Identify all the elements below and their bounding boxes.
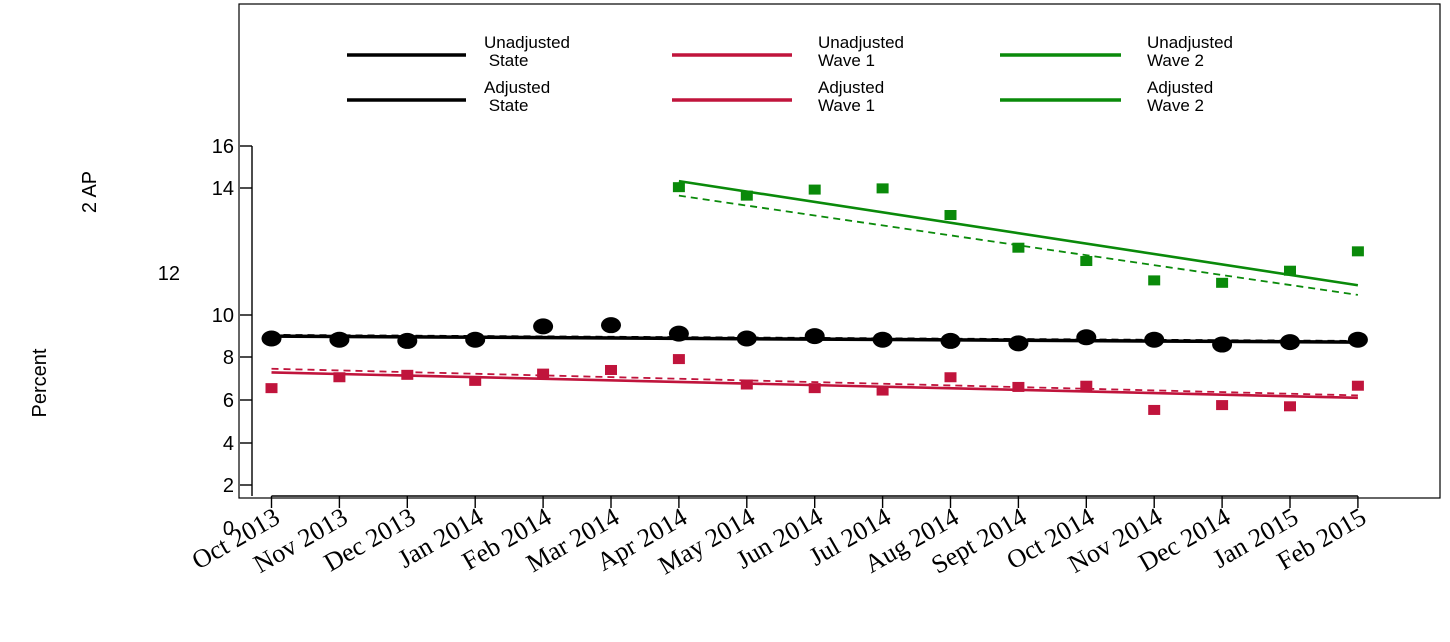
y-axis-label-bottom: Percent <box>29 348 51 417</box>
data-point <box>1284 265 1296 276</box>
data-point <box>1216 277 1229 288</box>
data-point <box>1351 246 1364 257</box>
data-point <box>804 328 825 345</box>
data-point <box>605 364 617 375</box>
data-point <box>1012 242 1025 253</box>
data-point <box>537 368 550 379</box>
y-axis-labels: 2 AP Percent <box>29 171 101 418</box>
data-point <box>808 383 821 394</box>
y-tick-label: 16 <box>212 136 234 158</box>
series-wave1 <box>265 354 1364 415</box>
data-point <box>808 184 821 195</box>
y-axis: 0 2 4 6 8 10 12 14 16 <box>158 136 253 540</box>
y-tick-label: 8 <box>223 347 234 369</box>
legend-label: Unadjusted State <box>484 33 570 70</box>
fit-line-adjusted-wave1 <box>271 367 1358 397</box>
data-point <box>872 331 893 348</box>
fit-line-unadjusted-wave2 <box>678 179 1359 287</box>
data-point <box>401 369 414 380</box>
legend: Unadjusted State Adjusted State Unadjusted… <box>347 33 1233 115</box>
data-point <box>1284 401 1296 412</box>
data-point <box>672 182 685 193</box>
data-point <box>1012 381 1025 392</box>
y-tick-label: 0 <box>223 518 234 540</box>
legend-label: Unadjusted Wave 2 <box>1147 33 1233 70</box>
y-tick-label: 4 <box>223 433 234 455</box>
data-point <box>1076 329 1097 346</box>
data-point <box>533 318 554 335</box>
legend-label: Adjusted State <box>484 78 550 115</box>
data-point <box>1212 336 1233 353</box>
data-point <box>465 331 486 348</box>
data-point <box>1347 331 1368 348</box>
y-tick-label: 2 <box>223 475 234 497</box>
data-point <box>397 332 418 349</box>
data-point <box>1080 380 1093 391</box>
data-point <box>944 372 957 383</box>
y-axis-label-top: 2 AP <box>79 171 101 213</box>
y-tick-label: 12 <box>158 263 180 285</box>
data-point <box>736 330 757 347</box>
data-point <box>1216 400 1229 411</box>
y-tick-label: 6 <box>223 390 234 412</box>
data-point <box>601 317 621 334</box>
data-point <box>1144 331 1165 348</box>
legend-label: Adjusted Wave 1 <box>818 78 884 115</box>
data-point <box>265 383 278 394</box>
series-wave2 <box>672 179 1364 296</box>
legend-label: Unadjusted Wave 1 <box>818 33 904 70</box>
series-state <box>261 317 1368 353</box>
data-point <box>876 385 889 396</box>
y-tick-label: 14 <box>212 178 234 200</box>
plot-frame <box>238 3 1441 499</box>
fit-line-adjusted-wave2 <box>678 194 1359 296</box>
data-point <box>672 354 685 365</box>
data-point <box>1351 380 1364 391</box>
data-point <box>261 330 282 347</box>
data-point <box>329 331 350 348</box>
data-point <box>1148 404 1161 415</box>
data-point <box>469 375 482 386</box>
data-point <box>944 210 957 221</box>
legend-label: Adjusted Wave 2 <box>1147 78 1213 115</box>
data-point <box>333 372 346 383</box>
data-point <box>668 325 689 342</box>
data-point <box>1080 256 1093 267</box>
data-point <box>940 332 961 349</box>
data-point <box>740 379 753 390</box>
data-point <box>1280 334 1300 351</box>
data-point <box>1008 335 1029 352</box>
data-point <box>876 183 889 194</box>
series-layer <box>261 179 1368 415</box>
data-point <box>740 190 753 201</box>
y-tick-label: 10 <box>212 305 234 327</box>
data-point <box>1148 275 1161 286</box>
